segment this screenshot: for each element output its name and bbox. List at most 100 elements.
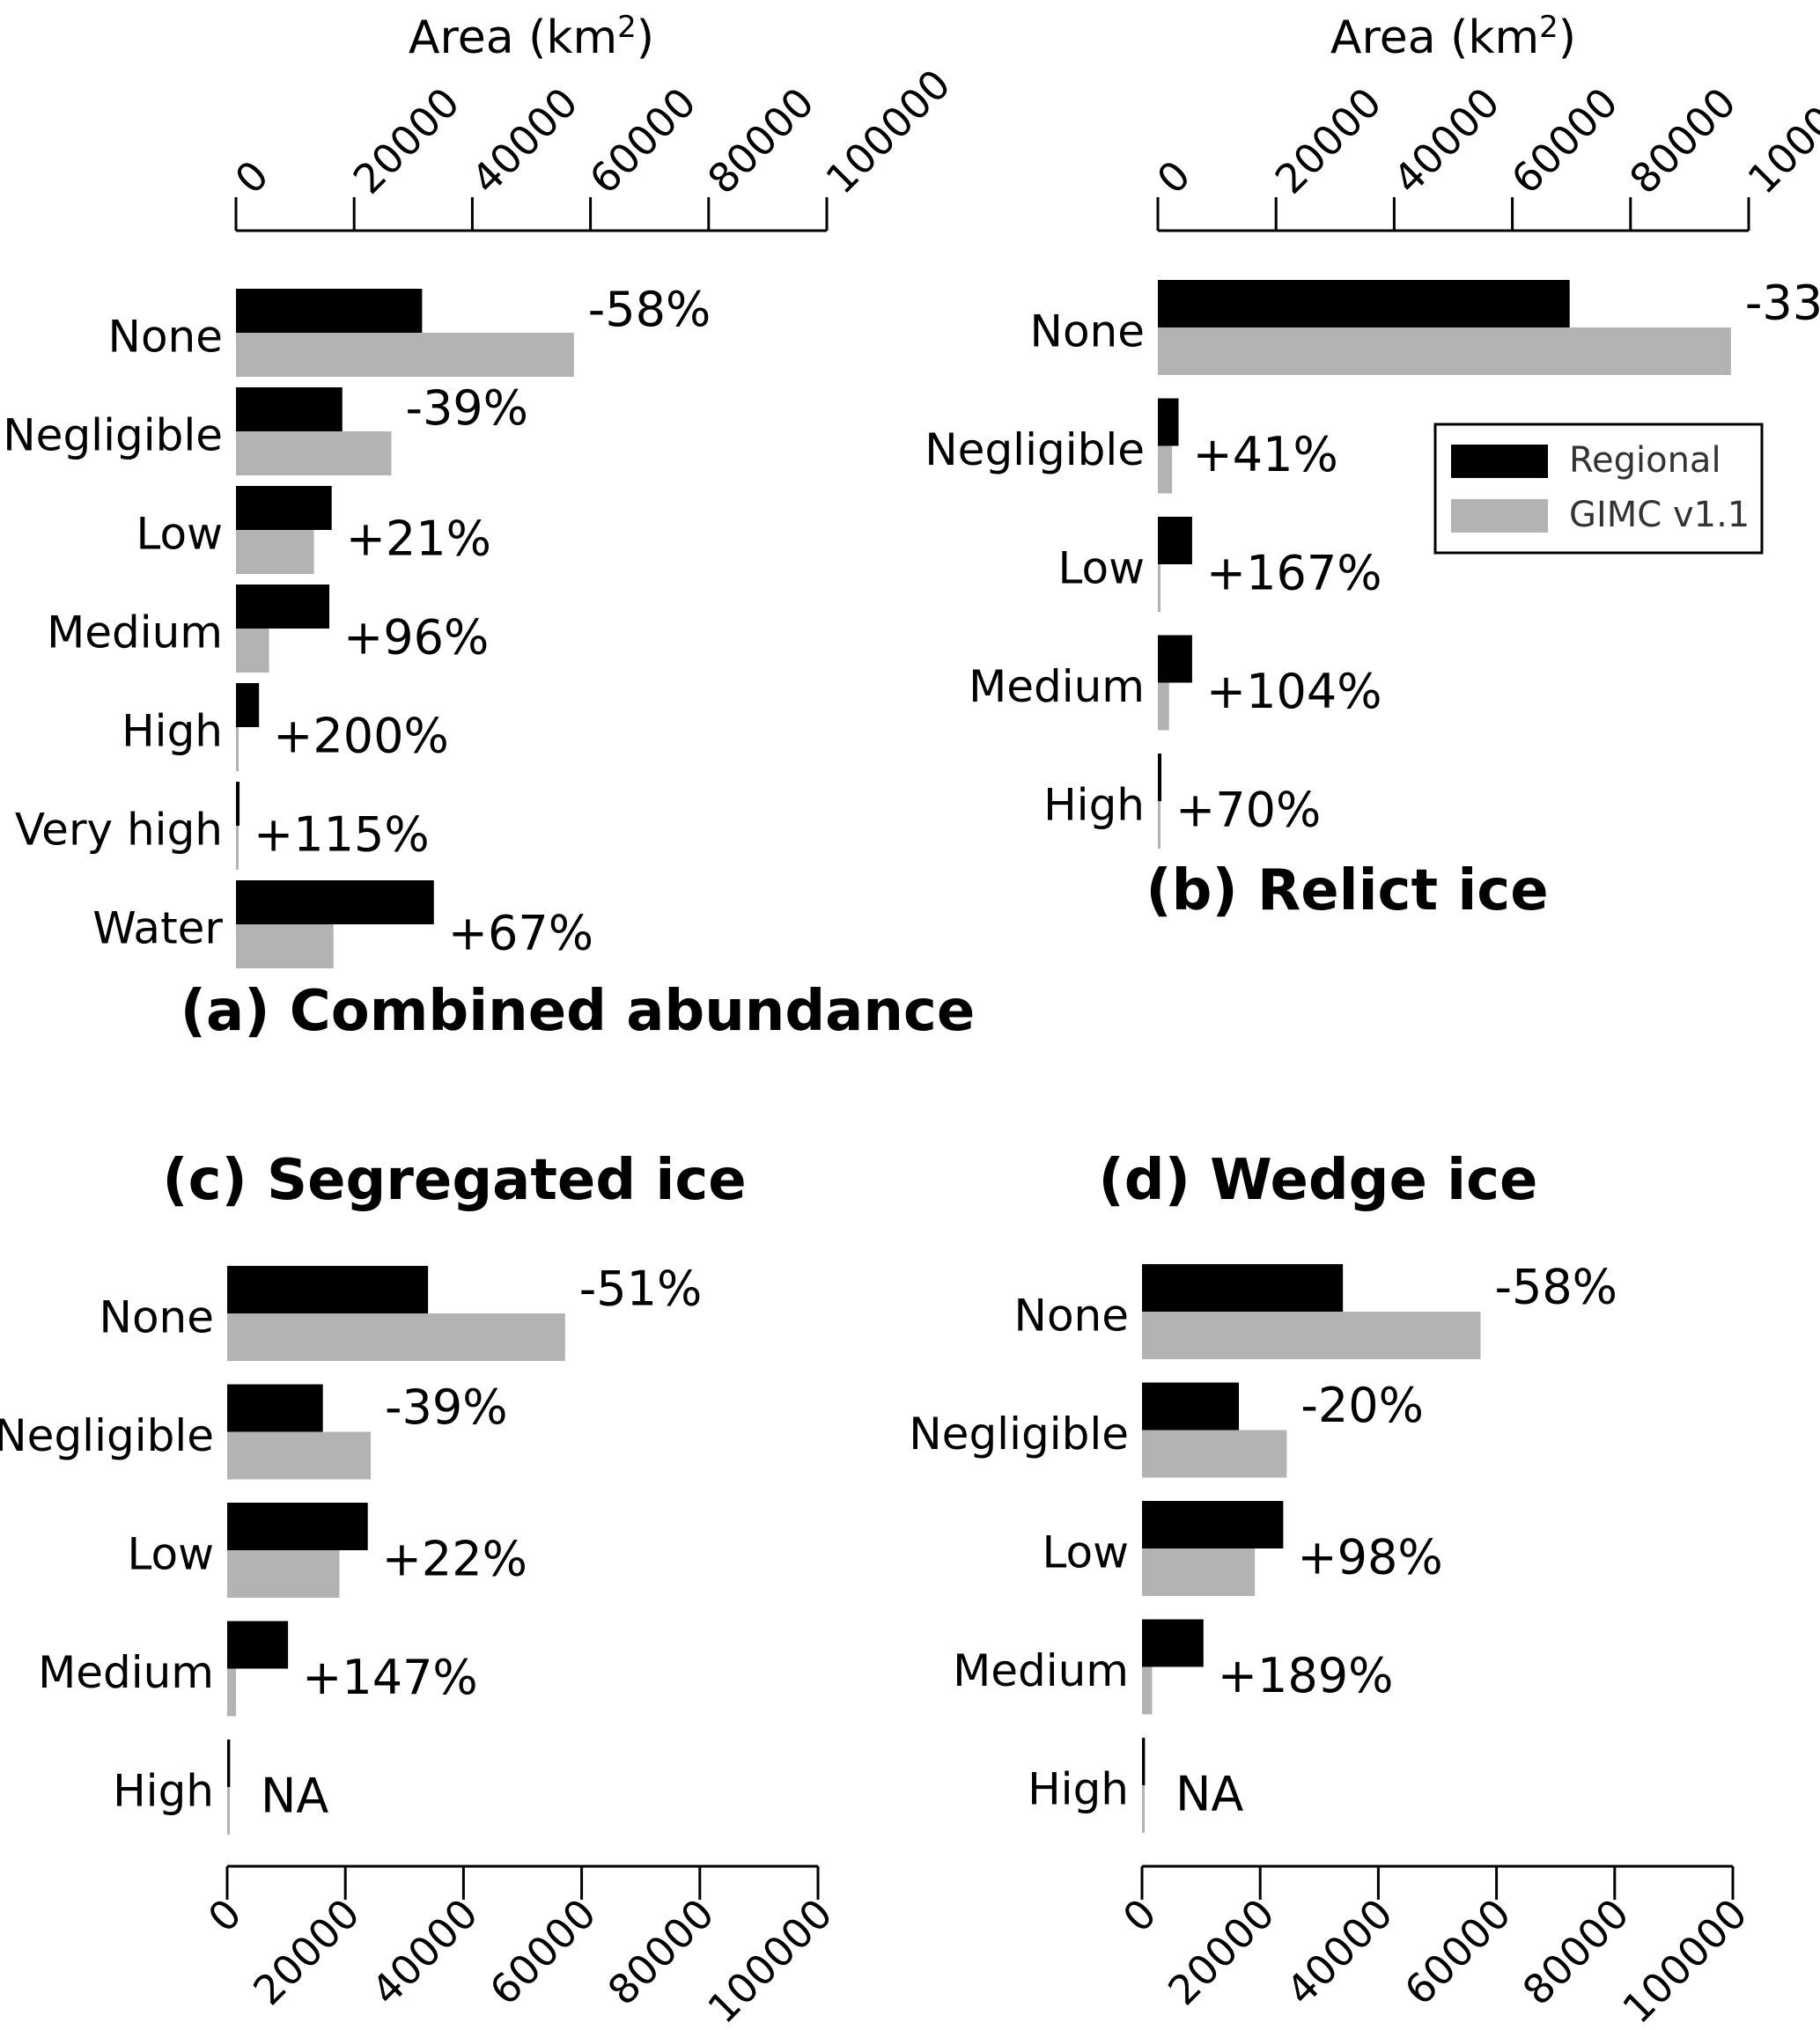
x-tick-label: 0 <box>225 151 277 203</box>
bar-regional <box>236 683 260 727</box>
category-label: None <box>1030 306 1145 357</box>
bar-gimc <box>227 1431 372 1480</box>
bar-gimc <box>1158 682 1169 731</box>
change-annotation: +189% <box>1218 1648 1394 1703</box>
x-tick-label: 60000 <box>580 78 705 203</box>
x-tick-label: 80000 <box>1620 78 1745 203</box>
x-tick-label: 40000 <box>1277 1889 1402 2014</box>
bar-gimc <box>236 924 334 968</box>
x-tick-label: 60000 <box>1396 1889 1521 2014</box>
bar-regional <box>1158 754 1162 801</box>
bar-regional <box>236 486 332 530</box>
change-annotation: +167% <box>1206 546 1382 601</box>
panel-title: (b) Relict ice <box>1146 858 1548 923</box>
category-label: Low <box>1058 543 1145 594</box>
change-annotation: +104% <box>1206 664 1382 719</box>
bar-regional <box>227 1621 289 1669</box>
change-annotation: -39% <box>405 380 528 436</box>
bar-gimc <box>236 333 574 377</box>
legend-label: Regional <box>1569 440 1721 481</box>
x-axis-title: Area (km2) <box>409 10 654 64</box>
category-label: Negligible <box>909 1408 1129 1460</box>
bar-gimc <box>227 1787 230 1835</box>
x-tick-label: 100000 <box>816 60 959 202</box>
x-tick-label: 100000 <box>1613 1889 1756 2030</box>
category-label: Negligible <box>0 1410 214 1461</box>
bar-gimc <box>227 1313 565 1361</box>
category-label: Medium <box>38 1647 214 1698</box>
legend-swatch <box>1451 445 1548 478</box>
x-tick-label: 20000 <box>344 78 469 203</box>
panel-d: 020000400006000080000100000None-58%Negli… <box>909 1148 1756 2030</box>
bar-gimc <box>1142 1666 1153 1715</box>
change-annotation: +41% <box>1192 427 1337 482</box>
x-tick-label: 80000 <box>698 78 823 203</box>
legend-label: GIMC v1.1 <box>1569 495 1750 535</box>
bar-gimc <box>227 1668 237 1717</box>
x-tick-label: 100000 <box>1738 60 1820 202</box>
bar-regional <box>227 1739 231 1787</box>
category-label: High <box>1043 780 1145 831</box>
x-tick-label: 0 <box>1147 151 1199 203</box>
bar-regional <box>236 387 343 431</box>
change-annotation: NA <box>261 1769 328 1824</box>
bar-regional <box>1158 280 1570 327</box>
x-tick-label: 20000 <box>1266 78 1391 203</box>
category-label: High <box>1028 1764 1129 1815</box>
category-label: None <box>99 1292 214 1343</box>
change-annotation: +115% <box>254 807 430 863</box>
bar-regional <box>1158 517 1192 564</box>
bar-regional <box>1158 635 1192 683</box>
change-annotation: -33% <box>1745 275 1820 330</box>
category-label: Negligible <box>3 410 223 461</box>
change-annotation: -20% <box>1301 1378 1424 1433</box>
bar-gimc <box>236 826 239 870</box>
panel-c: 020000400006000080000100000None-51%Negli… <box>0 1148 842 2030</box>
panel-title: (d) Wedge ice <box>1099 1148 1538 1213</box>
change-annotation: +96% <box>343 610 489 666</box>
bar-regional <box>227 1384 323 1432</box>
x-tick-label: 0 <box>1114 1889 1166 1941</box>
change-annotation: +21% <box>346 511 491 567</box>
bar-regional <box>1142 1738 1146 1785</box>
category-label: Low <box>136 509 223 560</box>
x-tick-label: 60000 <box>481 1889 606 2014</box>
bar-regional <box>227 1266 429 1313</box>
change-annotation: +22% <box>382 1532 527 1587</box>
bar-gimc <box>1142 1312 1481 1359</box>
bar-regional <box>1142 1619 1204 1667</box>
bar-regional <box>236 880 434 924</box>
category-label: Negligible <box>925 424 1145 475</box>
bar-gimc <box>236 727 239 771</box>
bar-regional <box>227 1503 368 1550</box>
bar-gimc <box>236 530 314 574</box>
change-annotation: -39% <box>385 1379 508 1435</box>
category-label: Medium <box>953 1645 1129 1696</box>
legend-swatch <box>1451 499 1548 533</box>
category-label: Low <box>128 1529 214 1580</box>
x-tick-label: 40000 <box>462 78 587 203</box>
change-annotation: -58% <box>1494 1259 1617 1314</box>
x-tick-label: 60000 <box>1502 78 1627 203</box>
bar-regional <box>1142 1501 1284 1548</box>
change-annotation: -51% <box>579 1261 703 1316</box>
bar-gimc <box>1158 327 1731 375</box>
bar-regional <box>1142 1264 1344 1312</box>
x-tick-label: 100000 <box>698 1889 841 2030</box>
category-label: Water <box>92 903 223 954</box>
category-label: None <box>1014 1291 1129 1342</box>
change-annotation: +67% <box>448 906 593 961</box>
bar-regional <box>1158 398 1179 446</box>
bar-gimc <box>227 1550 340 1598</box>
bar-gimc <box>236 431 392 475</box>
change-annotation: +98% <box>1297 1530 1442 1585</box>
x-tick-label: 40000 <box>1384 78 1509 203</box>
change-annotation: -58% <box>588 282 711 337</box>
x-axis-title: Area (km2) <box>1330 10 1576 64</box>
bar-regional <box>236 585 330 629</box>
bar-regional <box>236 782 240 826</box>
category-label: Very high <box>15 805 223 856</box>
category-label: None <box>108 312 223 363</box>
bar-gimc <box>1142 1430 1287 1478</box>
